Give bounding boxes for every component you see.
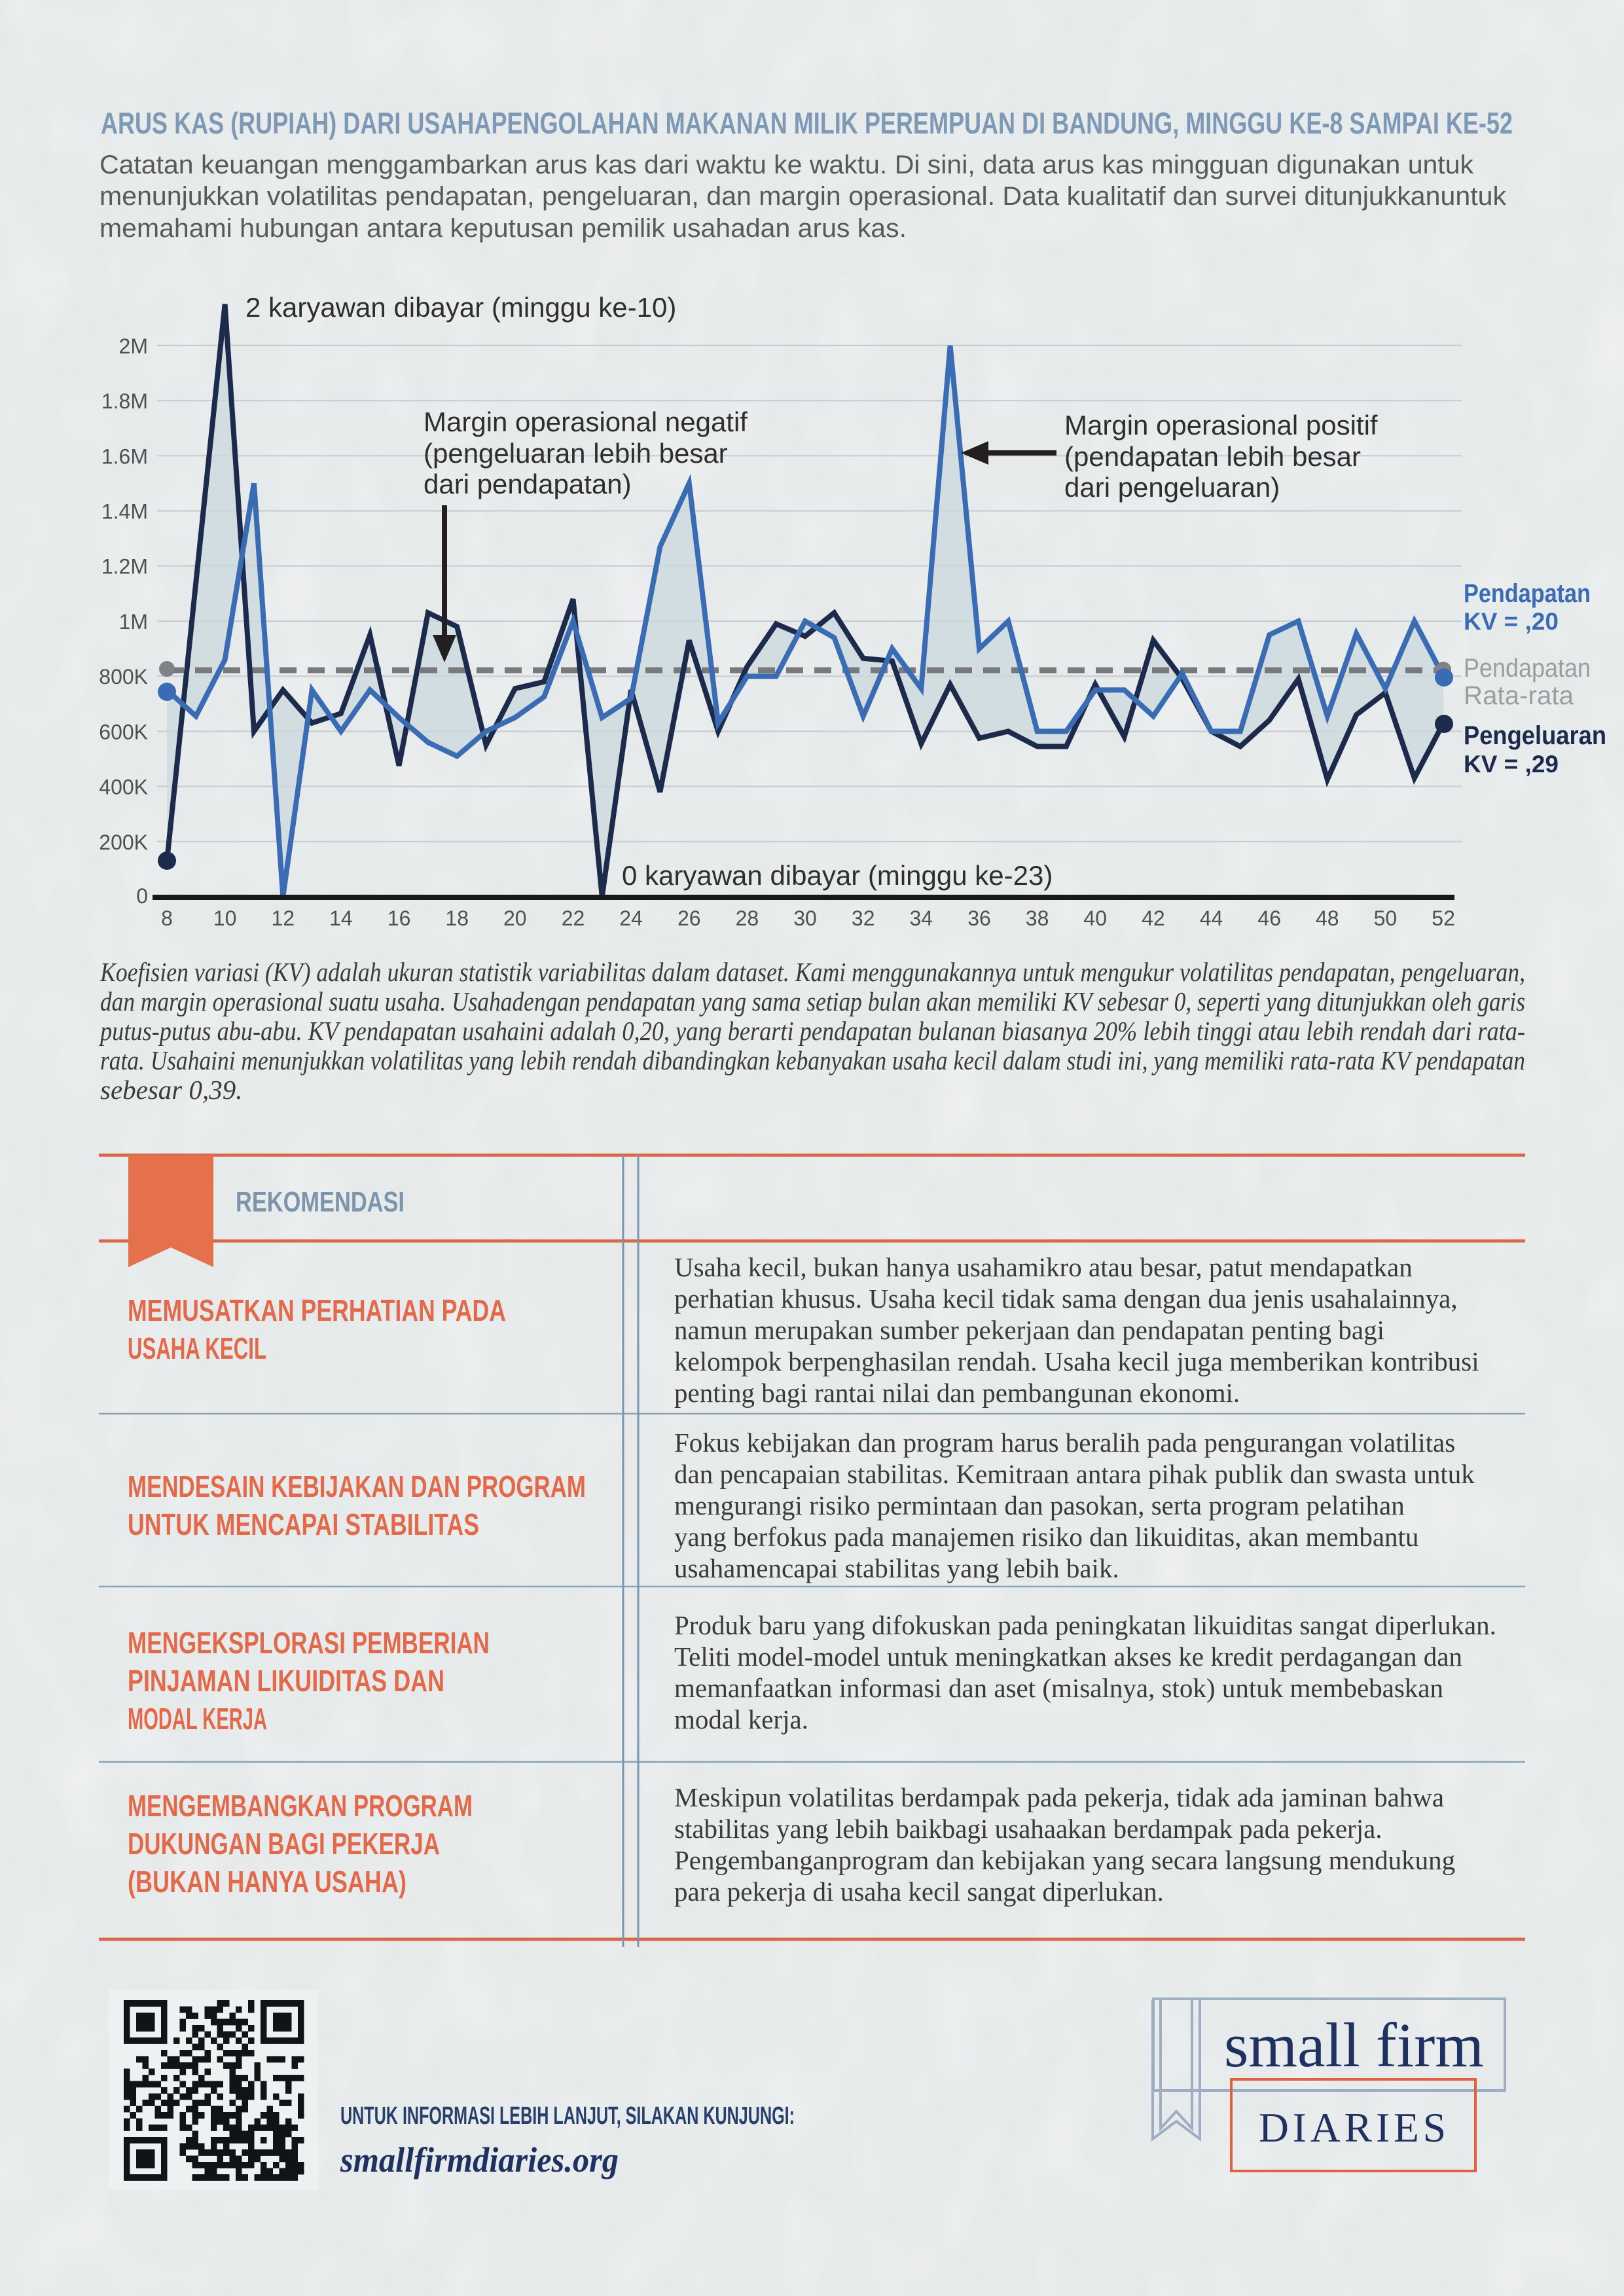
svg-text:UNTUK MENCAPAI STABILITAS: UNTUK MENCAPAI STABILITAS	[128, 1507, 479, 1541]
svg-text:penting bagi rantai nilai dan: penting bagi rantai nilai dan pembanguna…	[674, 1378, 1240, 1408]
svg-text:usahamencapai stabilitas yang: usahamencapai stabilitas yang lebih baik…	[674, 1553, 1119, 1583]
svg-text:16: 16	[388, 906, 411, 930]
svg-text:menunjukkan volatilitas pendap: menunjukkan volatilitas pendapatan, peng…	[99, 182, 1507, 211]
svg-text:200K: 200K	[99, 831, 148, 854]
svg-text:24: 24	[619, 906, 643, 930]
svg-text:34: 34	[910, 906, 933, 930]
svg-text:KV = ,20: KV = ,20	[1464, 608, 1559, 635]
svg-text:MODAL KERJA: MODAL KERJA	[128, 1702, 267, 1736]
svg-text:Koefisien variasi (KV) adalah: Koefisien variasi (KV) adalah ukuran sta…	[99, 957, 1525, 987]
svg-text:Meskipun volatilitas berdampak: Meskipun volatilitas berdampak pada peke…	[674, 1782, 1444, 1812]
svg-text:MENDESAIN KEBIJAKAN DAN PROGRA: MENDESAIN KEBIJAKAN DAN PROGRAM	[128, 1469, 586, 1503]
svg-text:DUKUNGAN BAGI PEKERJA: DUKUNGAN BAGI PEKERJA	[128, 1827, 440, 1861]
svg-text:memanfaatkan informasi dan ase: memanfaatkan informasi dan aset (misalny…	[674, 1673, 1443, 1703]
svg-text:42: 42	[1142, 906, 1165, 930]
svg-text:(BUKAN HANYA USAHA): (BUKAN HANYA USAHA)	[128, 1865, 406, 1899]
svg-text:Pengeluaran: Pengeluaran	[1464, 721, 1606, 750]
svg-text:20: 20	[503, 906, 527, 930]
svg-text:dari pendapatan): dari pendapatan)	[424, 469, 632, 499]
svg-text:perhatian khusus. Usaha kecil: perhatian khusus. Usaha kecil tidak sama…	[674, 1283, 1458, 1314]
svg-text:Teliti model-model untuk menin: Teliti model-model untuk meningkatkan ak…	[674, 1641, 1462, 1672]
svg-text:USAHA KECIL: USAHA KECIL	[128, 1331, 266, 1365]
svg-text:kelompok berpenghasilan rendah: kelompok berpenghasilan rendah. Usaha ke…	[674, 1346, 1479, 1376]
svg-text:36: 36	[967, 906, 991, 930]
svg-text:1.2M: 1.2M	[101, 555, 148, 579]
svg-text:14: 14	[329, 906, 353, 930]
svg-text:38: 38	[1026, 906, 1049, 930]
svg-text:smallfirmdiaries.org: smallfirmdiaries.org	[340, 2140, 619, 2179]
svg-text:1.8M: 1.8M	[101, 389, 148, 413]
svg-text:MENGEKSPLORASI PEMBERIAN: MENGEKSPLORASI PEMBERIAN	[128, 1626, 490, 1660]
svg-text:400K: 400K	[99, 776, 148, 799]
svg-text:small firm: small firm	[1224, 2010, 1484, 2080]
svg-text:26: 26	[677, 906, 701, 930]
svg-text:32: 32	[852, 906, 875, 930]
svg-text:46: 46	[1257, 906, 1281, 930]
svg-text:UNTUK INFORMASI LEBIH LANJUT,: UNTUK INFORMASI LEBIH LANJUT, SILAKAN KU…	[340, 2102, 795, 2130]
svg-text:52: 52	[1432, 906, 1455, 930]
svg-text:1M: 1M	[119, 610, 148, 634]
svg-text:Pendapatan: Pendapatan	[1464, 579, 1591, 608]
svg-text:0: 0	[136, 884, 148, 908]
svg-text:8: 8	[161, 906, 173, 930]
svg-text:18: 18	[445, 906, 469, 930]
svg-text:12: 12	[272, 906, 295, 930]
svg-text:ARUS KAS (RUPIAH) DARI USAHAPE: ARUS KAS (RUPIAH) DARI USAHAPENGOLAHAN M…	[101, 106, 1513, 140]
svg-text:Margin operasional positif: Margin operasional positif	[1064, 410, 1378, 440]
svg-text:22: 22	[562, 906, 585, 930]
svg-text:50: 50	[1374, 906, 1398, 930]
svg-text:28: 28	[736, 906, 759, 930]
svg-text:memahami hubungan antara keput: memahami hubungan antara keputusan pemil…	[99, 214, 907, 243]
svg-text:sebesar 0,39.: sebesar 0,39.	[100, 1075, 243, 1105]
svg-text:(pendapatan lebih besar: (pendapatan lebih besar	[1064, 441, 1361, 472]
svg-text:modal kerja.: modal kerja.	[674, 1704, 808, 1734]
svg-text:Margin operasional negatif: Margin operasional negatif	[424, 406, 748, 437]
svg-text:dari pengeluaran): dari pengeluaran)	[1064, 472, 1280, 503]
svg-text:PINJAMAN LIKUIDITAS DAN: PINJAMAN LIKUIDITAS DAN	[128, 1664, 444, 1698]
svg-text:dan pencapaian stabilitas. Kem: dan pencapaian stabilitas. Kemitraan ant…	[674, 1459, 1475, 1489]
svg-text:800K: 800K	[99, 665, 148, 689]
svg-text:Usaha kecil, bukan hanya usaha: Usaha kecil, bukan hanya usahamikro atau…	[674, 1252, 1413, 1282]
svg-text:stabilitas yang lebih baikbagi: stabilitas yang lebih baikbagi usahaakan…	[674, 1814, 1382, 1844]
svg-text:Produk baru yang difokuskan pa: Produk baru yang difokuskan pada peningk…	[674, 1610, 1496, 1640]
svg-text:Pendapatan: Pendapatan	[1464, 654, 1591, 683]
svg-text:0 karyawan dibayar (minggu ke-: 0 karyawan dibayar (minggu ke-23)	[622, 860, 1053, 891]
svg-text:dan margin operasional suatu u: dan margin operasional suatu usaha. Usah…	[100, 986, 1525, 1016]
svg-text:10: 10	[213, 906, 237, 930]
svg-text:2M: 2M	[119, 334, 148, 358]
svg-text:(pengeluaran lebih besar: (pengeluaran lebih besar	[424, 438, 728, 469]
svg-text:rata. Usahaini menunjukkan vol: rata. Usahaini menunjukkan volatilitas y…	[100, 1045, 1525, 1075]
svg-text:600K: 600K	[99, 720, 148, 744]
svg-text:MENGEMBANGKAN PROGRAM: MENGEMBANGKAN PROGRAM	[128, 1789, 473, 1823]
svg-text:40: 40	[1083, 906, 1107, 930]
svg-text:2 karyawan dibayar (minggu ke-: 2 karyawan dibayar (minggu ke-10)	[245, 292, 676, 323]
svg-text:44: 44	[1200, 906, 1223, 930]
svg-text:Fokus kebijakan dan program ha: Fokus kebijakan dan program harus berali…	[674, 1427, 1455, 1458]
svg-text:Pengembanganprogram dan kebija: Pengembanganprogram dan kebijakan yang s…	[674, 1845, 1455, 1875]
svg-text:48: 48	[1316, 906, 1339, 930]
svg-text:1.6M: 1.6M	[101, 444, 148, 468]
svg-text:1.4M: 1.4M	[101, 500, 148, 524]
svg-text:namun merupakan sumber pekerja: namun merupakan sumber pekerjaan dan pen…	[674, 1315, 1384, 1345]
svg-text:putus-putus abu-abu. KV pendap: putus-putus abu-abu. KV pendapatan usaha…	[98, 1016, 1525, 1046]
svg-text:MEMUSATKAN PERHATIAN PADA: MEMUSATKAN PERHATIAN PADA	[128, 1293, 506, 1327]
svg-text:DIARIES: DIARIES	[1259, 2104, 1450, 2151]
svg-text:30: 30	[793, 906, 817, 930]
svg-text:Rata-rata: Rata-rata	[1464, 681, 1574, 710]
svg-text:KV = ,29: KV = ,29	[1464, 751, 1559, 778]
svg-text:mengurangi risiko permintaan d: mengurangi risiko permintaan dan pasokan…	[674, 1490, 1405, 1520]
svg-text:para pekerja di usaha kecil sa: para pekerja di usaha kecil sangat diper…	[674, 1876, 1164, 1907]
svg-text:yang berfokus pada manajemen r: yang berfokus pada manajemen risiko dan …	[674, 1522, 1418, 1552]
svg-text:REKOMENDASI: REKOMENDASI	[236, 1186, 405, 1218]
svg-text:Catatan keuangan menggambarkan: Catatan keuangan menggambarkan arus kas …	[99, 151, 1474, 179]
